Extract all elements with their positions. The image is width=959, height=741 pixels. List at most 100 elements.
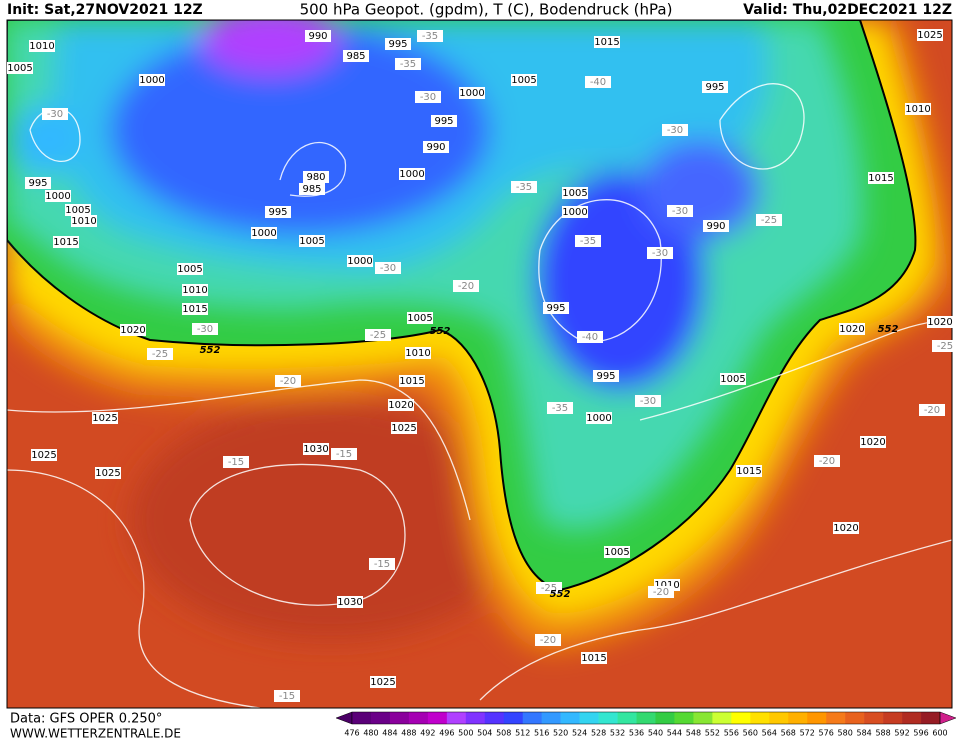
pressure-label: 1000 [251, 228, 276, 239]
colorbar-label: 588 [875, 729, 890, 738]
geopotential-label: 552 [878, 324, 899, 335]
colorbar-label: 524 [572, 729, 587, 738]
temperature-label-box [275, 375, 301, 387]
temperature-label: -15 [374, 559, 390, 570]
pressure-label: 1020 [120, 325, 145, 336]
temperature-label-box [647, 247, 673, 259]
colorbar-label: 528 [591, 729, 606, 738]
colorbar-label: 568 [781, 729, 796, 738]
valid-time: Valid: Thu,02DEC2021 12Z [743, 2, 952, 18]
colorbar-label: 500 [458, 729, 473, 738]
pressure-label: 1005 [604, 547, 629, 558]
map-frame [6, 19, 953, 709]
pressure-label: 990 [426, 142, 445, 153]
pressure-label-box [459, 87, 485, 99]
pressure-label: 1000 [347, 256, 372, 267]
pressure-label: 1000 [399, 169, 424, 180]
pressure-label-box [385, 38, 411, 50]
site: WWW.WETTERZENTRALE.DE [10, 727, 181, 741]
temperature-label: -35 [516, 182, 532, 193]
colorbar-cell [655, 712, 675, 724]
pressure-label-box [92, 412, 118, 424]
temperature-label-box [395, 58, 421, 70]
pressure-label-box [71, 215, 97, 227]
temperature-label: -40 [582, 332, 598, 343]
pressure-label: 1005 [407, 313, 432, 324]
pressure-label-box [407, 312, 433, 324]
temperature-label: -25 [370, 330, 386, 341]
pressure-label-box [543, 302, 569, 314]
colorbar-cell [560, 712, 580, 724]
pressure-label: 995 [596, 371, 615, 382]
pressure-label-box [917, 29, 943, 41]
temperature-label-box [147, 348, 173, 360]
pressure-label: 1015 [736, 466, 761, 477]
pressure-label-box [399, 375, 425, 387]
pressure-label: 1020 [388, 400, 413, 411]
pressure-label: 1010 [71, 216, 96, 227]
temperature-label-box [585, 76, 611, 88]
temperature-label: -25 [937, 341, 953, 352]
colorbar-cell [522, 712, 542, 724]
colorbar-cell [750, 712, 770, 724]
colorbar-label: 516 [534, 729, 549, 738]
pressure-label: 995 [268, 207, 287, 218]
pressure-label: 1020 [860, 437, 885, 448]
temperature-label-box [42, 108, 68, 120]
temperature-label: -30 [667, 125, 683, 136]
colorbar-cell [389, 712, 410, 724]
colorbar-cell [693, 712, 713, 724]
pressure-label: 1005 [7, 63, 32, 74]
pressure-label-box [868, 172, 894, 184]
pressure-label-box [511, 74, 537, 86]
pressure-label-box [399, 168, 425, 180]
colorbar-cell [465, 712, 486, 724]
temperature-label-box [535, 634, 561, 646]
pressure-label-box [388, 399, 414, 411]
pressure-label-box [423, 141, 449, 153]
temperature-label: -35 [422, 31, 438, 42]
pressure-label: 1010 [405, 348, 430, 359]
pressure-label: 1010 [654, 580, 679, 591]
colorbar-label: 520 [553, 729, 568, 738]
temperature-label: -15 [279, 691, 295, 702]
pressure-label-box [839, 323, 865, 335]
colorbar-cell [352, 712, 372, 724]
geopotential-label: 552 [200, 345, 221, 356]
pressure-label: 1025 [391, 423, 416, 434]
temperature-label-box [635, 395, 661, 407]
pressure-label: 1015 [594, 37, 619, 48]
temperature-label-box [932, 340, 958, 352]
pressure-label: 995 [28, 178, 47, 189]
colorbar-label: 580 [838, 729, 853, 738]
pressure-label: 995 [434, 116, 453, 127]
temperature-label-box [375, 262, 401, 274]
pressure-label-box [593, 370, 619, 382]
pressure-label-box [562, 206, 588, 218]
pressure-label: 1005 [299, 236, 324, 247]
temperature-label-box [453, 280, 479, 292]
temperature-label: -30 [380, 263, 396, 274]
pressure-label: 1020 [833, 523, 858, 534]
colorbar-cell [883, 712, 903, 724]
temperature-label-box [577, 331, 603, 343]
temperature-label: -20 [924, 405, 940, 416]
temperature-label-box [223, 456, 249, 468]
pressure-label: 1025 [31, 450, 56, 461]
temperature-label: -20 [458, 281, 474, 292]
pressure-label: 1000 [586, 413, 611, 424]
pressure-label-box [860, 436, 886, 448]
temperature-label-box [667, 205, 693, 217]
pressure-label: 990 [308, 31, 327, 42]
pressure-label: 1020 [839, 324, 864, 335]
pressure-label-box [905, 103, 931, 115]
pressure-label-box [736, 465, 762, 477]
temperature-label: -25 [152, 349, 168, 360]
pressure-label-box [182, 284, 208, 296]
pressure-label-box [65, 204, 91, 216]
temperature-label-box [536, 582, 562, 594]
colorbar-label: 556 [724, 729, 739, 738]
colorbar-label: 552 [705, 729, 720, 738]
colorbar: 476 480 484 488 492 496 500 504 508 512 516 520 524 5… [335, 711, 957, 738]
